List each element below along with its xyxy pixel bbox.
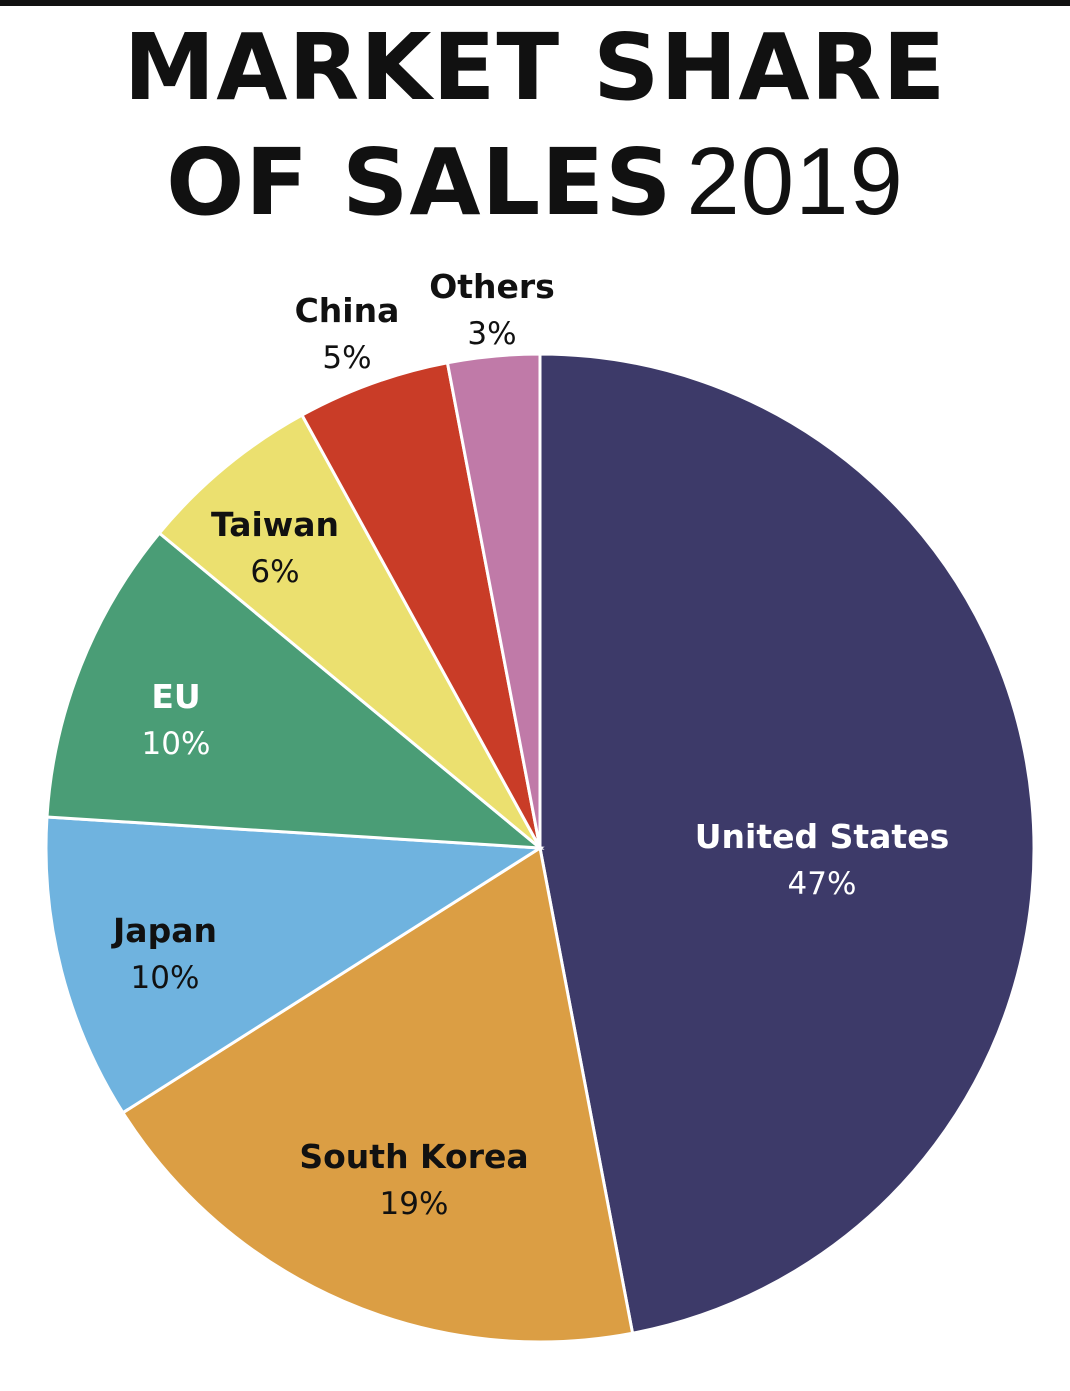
title-line-1: MARKET SHARE <box>123 14 947 121</box>
pie-slice-taiwan <box>157 413 542 850</box>
pie-labels: United States 47% South Korea 19% Japan 10% EU… <box>111 267 949 1222</box>
slice-value-south-korea: 19% <box>380 1186 449 1222</box>
slice-value-united-states: 47% <box>788 866 857 902</box>
slice-value-japan: 10% <box>131 960 200 996</box>
title-line-2: OF SALES 2019 <box>0 134 1070 230</box>
chart-title: MARKET SHARE OF SALES 2019 <box>0 22 1070 230</box>
slice-label-taiwan: Taiwan <box>211 505 339 544</box>
slice-label-japan: Japan <box>111 911 217 950</box>
slice-label-united-states: United States <box>695 817 949 856</box>
slice-label-south-korea: South Korea <box>299 1137 528 1176</box>
pie-slices <box>44 352 1036 1344</box>
top-rule <box>0 0 1070 6</box>
slice-value-taiwan: 6% <box>250 554 299 590</box>
pie-slice-eu <box>45 530 545 850</box>
pie-slice-south-korea <box>120 845 635 1344</box>
slice-value-eu: 10% <box>142 726 211 762</box>
pie-slice-japan <box>44 815 545 1115</box>
title-line-2-text: OF SALES <box>166 129 673 236</box>
slice-label-others: Others <box>429 267 555 306</box>
pie-slice-united-states <box>538 352 1036 1336</box>
slice-label-eu: EU <box>151 677 200 716</box>
pie-slice-others <box>445 352 542 849</box>
slice-value-others: 3% <box>467 316 516 352</box>
title-year: 2019 <box>686 128 904 235</box>
pie-slice-china <box>299 360 542 849</box>
slice-label-china: China <box>295 291 400 330</box>
slice-value-china: 5% <box>322 340 371 376</box>
